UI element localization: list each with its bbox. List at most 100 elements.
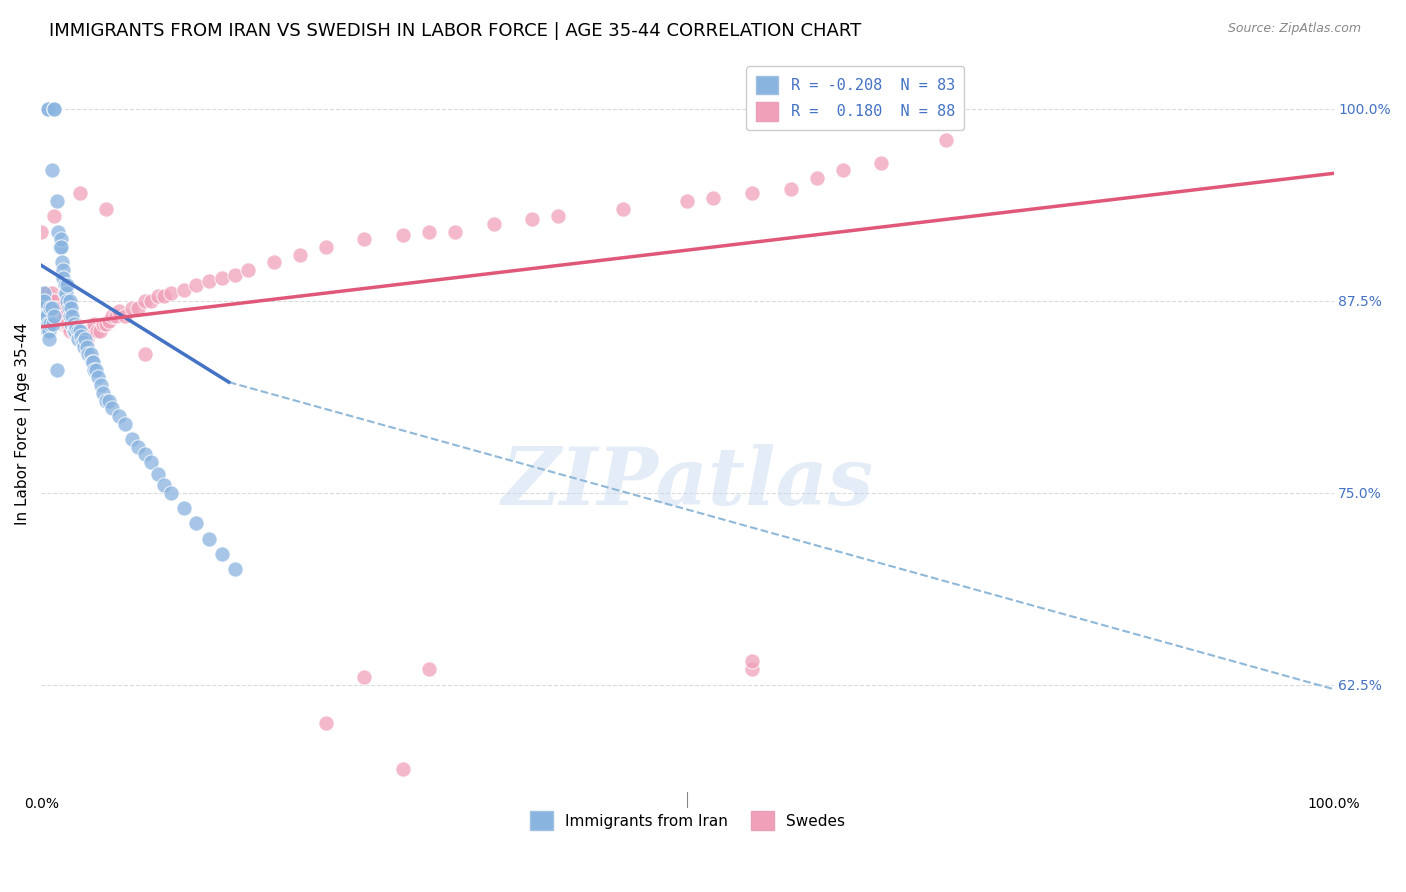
Point — [90, 378, 112, 392]
Point — [44, 293, 66, 308]
Point — [34, 309, 56, 323]
Point — [60, 301, 83, 316]
Point — [44, 102, 66, 116]
Point — [418, 225, 440, 239]
Point — [42, 317, 65, 331]
Point — [37, 325, 59, 339]
Point — [105, 309, 128, 323]
Point — [159, 286, 181, 301]
Point — [42, 293, 65, 308]
Point — [73, 335, 96, 350]
Point — [80, 325, 103, 339]
Point — [35, 286, 58, 301]
Point — [101, 401, 124, 416]
Point — [315, 240, 337, 254]
Point — [75, 332, 97, 346]
Point — [482, 217, 505, 231]
Point — [53, 309, 76, 323]
Point — [39, 301, 62, 316]
Point — [73, 340, 96, 354]
Point — [37, 301, 59, 316]
Point — [86, 325, 108, 339]
Point — [141, 455, 163, 469]
Point — [65, 317, 87, 331]
Point — [34, 317, 56, 331]
Point — [46, 225, 69, 239]
Point — [870, 155, 893, 169]
Point — [186, 516, 208, 531]
Point — [89, 325, 111, 339]
Point — [236, 263, 259, 277]
Y-axis label: In Labor Force | Age 35-44: In Labor Force | Age 35-44 — [15, 322, 31, 524]
Point — [353, 670, 375, 684]
Point — [186, 278, 208, 293]
Point — [97, 314, 120, 328]
Point — [173, 500, 195, 515]
Point — [60, 317, 83, 331]
Point — [66, 325, 89, 339]
Point — [82, 355, 104, 369]
Point — [62, 317, 84, 331]
Point — [741, 186, 763, 201]
Point — [121, 301, 143, 316]
Point — [45, 194, 67, 208]
Point — [53, 278, 76, 293]
Point — [55, 286, 77, 301]
Legend: Immigrants from Iran, Swedes: Immigrants from Iran, Swedes — [524, 805, 851, 836]
Point — [62, 309, 84, 323]
Point — [44, 102, 66, 116]
Point — [76, 340, 98, 354]
Point — [39, 309, 62, 323]
Point — [48, 314, 70, 328]
Point — [62, 319, 84, 334]
Point — [37, 102, 59, 116]
Point — [30, 293, 52, 308]
Point — [80, 355, 103, 369]
Point — [444, 225, 467, 239]
Point — [69, 186, 91, 201]
Point — [49, 301, 72, 316]
Point — [87, 370, 110, 384]
Point — [198, 274, 221, 288]
Point — [58, 319, 80, 334]
Text: Source: ZipAtlas.com: Source: ZipAtlas.com — [1227, 22, 1361, 36]
Point — [288, 248, 311, 262]
Point — [108, 304, 131, 318]
Point — [44, 309, 66, 323]
Point — [392, 762, 415, 776]
Point — [66, 325, 89, 339]
Point — [392, 227, 415, 242]
Point — [69, 325, 91, 339]
Point — [63, 325, 86, 339]
Point — [93, 385, 115, 400]
Point — [134, 293, 156, 308]
Point — [612, 202, 634, 216]
Point — [63, 325, 86, 339]
Point — [37, 102, 59, 116]
Point — [806, 170, 828, 185]
Text: ZIPatlas: ZIPatlas — [502, 443, 873, 521]
Point — [32, 293, 55, 308]
Point — [141, 293, 163, 308]
Point — [52, 317, 75, 331]
Point — [224, 268, 246, 282]
Point — [114, 417, 136, 431]
Point — [97, 393, 120, 408]
Point — [83, 363, 105, 377]
Point — [41, 301, 63, 316]
Point — [38, 293, 60, 308]
Point — [353, 232, 375, 246]
Point — [48, 240, 70, 254]
Point — [211, 547, 233, 561]
Point — [72, 335, 94, 350]
Point — [741, 655, 763, 669]
Point — [198, 532, 221, 546]
Point — [676, 194, 699, 208]
Point — [62, 325, 84, 339]
Point — [38, 325, 60, 339]
Point — [35, 325, 58, 339]
Point — [70, 329, 93, 343]
Point — [60, 317, 83, 331]
Point — [30, 301, 52, 316]
Text: IMMIGRANTS FROM IRAN VS SWEDISH IN LABOR FORCE | AGE 35-44 CORRELATION CHART: IMMIGRANTS FROM IRAN VS SWEDISH IN LABOR… — [49, 22, 862, 40]
